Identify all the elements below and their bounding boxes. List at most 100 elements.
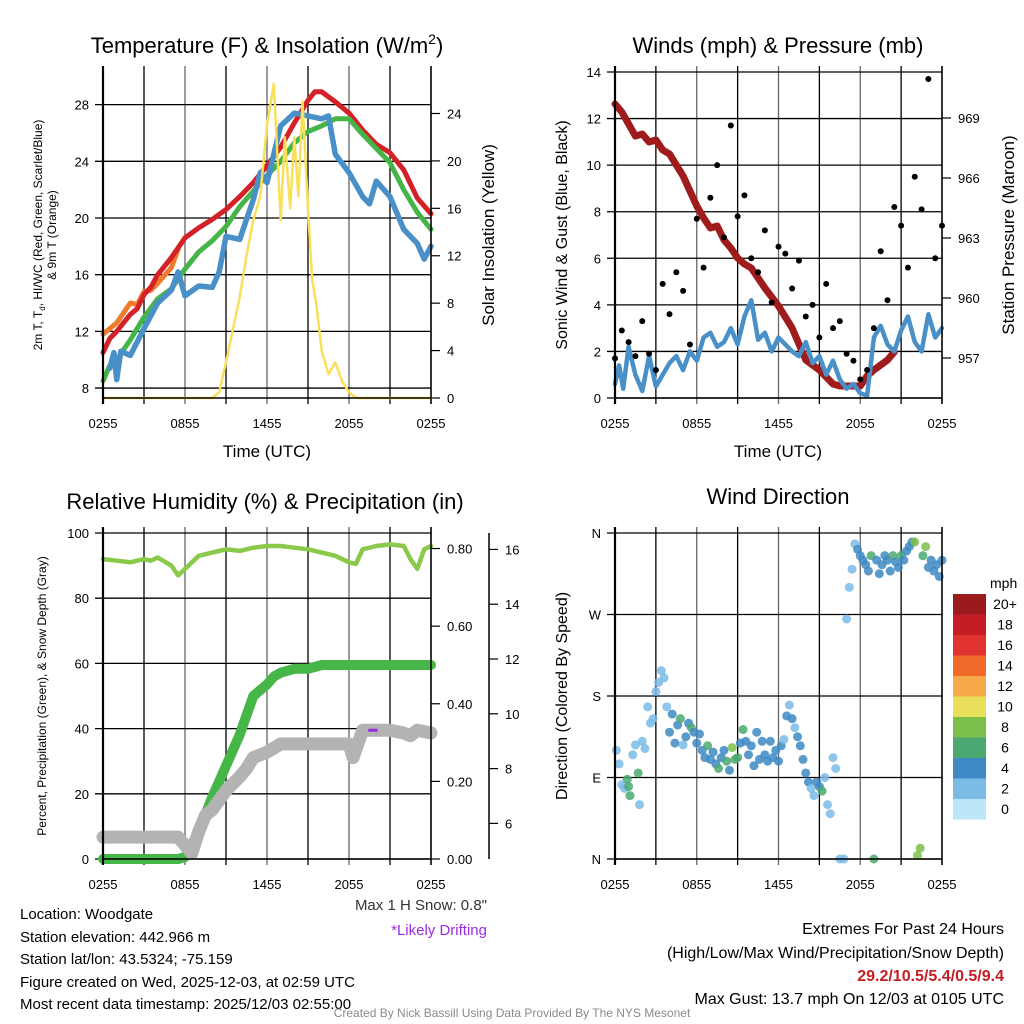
y2-tick-label: 957 [958, 351, 980, 366]
max-gust-text: Max Gust: 13.7 mph On 12/03 at 0105 UTC [694, 991, 1005, 1008]
gust-point [686, 341, 693, 348]
direction-point [921, 542, 931, 552]
x-axis-label: Time (UTC) [223, 442, 311, 461]
y-tick-label: 20 [75, 787, 89, 802]
x-tick-label: 0855 [682, 416, 711, 431]
location-text: Location: Woodgate [20, 906, 154, 923]
direction-point [844, 582, 854, 592]
latlon-text: Station lat/lon: 43.5324; -75.159 [20, 951, 233, 968]
y-tick-label: E [592, 771, 601, 786]
legend-label: 18 [997, 617, 1013, 633]
direction-point [694, 729, 704, 739]
y-tick-label: 2 [594, 344, 601, 359]
direction-point [893, 562, 903, 572]
x-tick-label: 0255 [928, 877, 957, 892]
gust-point [721, 234, 727, 241]
y-tick-label: 28 [75, 98, 89, 113]
speed-legend: mph 20+ 18 16 14 12 10 8 6 4 2 0 [953, 575, 1017, 820]
y2-tick-label: 6 [505, 816, 512, 831]
x-tick-label: 1455 [253, 877, 282, 892]
gust-point [714, 162, 721, 169]
legend-swatch [953, 696, 986, 717]
likely-drifting-note: *Likely Drifting [391, 922, 487, 939]
legend-label: 6 [1001, 740, 1009, 756]
chart-title: Wind Direction [706, 484, 849, 509]
direction-point [774, 756, 783, 766]
legend-label: 8 [1001, 719, 1009, 735]
gust-point [734, 213, 741, 220]
gust-point [727, 122, 734, 129]
series-sonic-wind [612, 297, 945, 398]
y-axis-label: 2m T, Td, HI/WC (Red, Green, Scarlet/Blu… [31, 120, 47, 351]
gust-point [918, 206, 925, 213]
direction-point [651, 686, 661, 696]
legend-label: 14 [997, 658, 1013, 674]
y-tick-label: 6 [594, 251, 601, 266]
gust-point [659, 280, 666, 287]
y-tick-label: 4 [594, 298, 601, 313]
gust-point [904, 264, 911, 271]
created-text: Figure created on Wed, 2025-12-03, at 02… [20, 973, 355, 991]
gust-point [775, 243, 782, 250]
legend-label: 12 [997, 678, 1013, 694]
direction-point [847, 564, 857, 574]
legend-swatch [953, 737, 986, 758]
direction-point [614, 759, 624, 769]
x-tick-label: 0255 [89, 416, 118, 431]
x-tick-label: 0255 [417, 877, 446, 892]
direction-point [746, 741, 756, 751]
y-tick-label: N [592, 526, 601, 541]
y-tick-label: 16 [75, 268, 89, 283]
y-tick-label: 60 [75, 656, 89, 671]
y-tick-label: 0 [594, 391, 601, 406]
direction-point [752, 727, 762, 737]
gust-point [673, 269, 680, 276]
y-tick-label: 100 [67, 526, 89, 541]
direction-point [678, 740, 688, 750]
direction-point [738, 725, 748, 735]
gust-point [768, 299, 775, 306]
gust-point [707, 194, 714, 201]
x-tick-label: 0255 [417, 416, 446, 431]
direction-point [719, 745, 729, 755]
x-tick-label: 0855 [171, 416, 200, 431]
direction-point [724, 765, 734, 775]
gust-point [843, 350, 850, 357]
direction-point [611, 745, 621, 755]
gust-point [632, 353, 639, 360]
legend-label: 0 [1001, 801, 1009, 817]
direction-point [703, 741, 713, 751]
direction-point [874, 569, 884, 579]
y-tick-label: 40 [75, 722, 89, 737]
y-tick-label: 12 [587, 112, 601, 127]
direction-point [915, 843, 925, 853]
y-label-part: , HI/WC (Red, Green, Scarlet/Blue) [31, 120, 45, 307]
direction-point [809, 791, 819, 801]
chart-title: Relative Humidity (%) & Precipitation (i… [66, 489, 463, 514]
y-axis-label: Percent, Precipitation (Green), & Snow D… [35, 556, 49, 835]
direction-point [628, 750, 638, 760]
direction-point [670, 738, 680, 748]
direction-point [727, 743, 737, 753]
direction-point [806, 783, 816, 793]
y2-tick-label: 0.00 [447, 852, 472, 867]
direction-point [624, 782, 634, 792]
title-text: Temperature (F) & Insolation (W/m [91, 33, 428, 58]
title-close: ) [436, 33, 443, 58]
direction-point [779, 734, 789, 744]
y2-axis-label: Solar Insolation (Yellow) [479, 144, 498, 326]
direction-point [795, 741, 805, 751]
direction-point [656, 666, 666, 676]
direction-point [899, 555, 909, 565]
x-tick-label: 2055 [335, 416, 364, 431]
chart-title: Winds (mph) & Pressure (mb) [633, 33, 924, 58]
gust-point [823, 280, 830, 287]
y2-tick-label: 24 [447, 106, 461, 121]
direction-point [633, 768, 643, 778]
direction-point [643, 702, 653, 712]
y2-tick-label: 8 [447, 296, 454, 311]
gust-point [700, 264, 707, 271]
gust-point [802, 313, 809, 320]
y-tick-label: N [592, 852, 601, 867]
elevation-text: Station elevation: 442.966 m [20, 928, 211, 946]
